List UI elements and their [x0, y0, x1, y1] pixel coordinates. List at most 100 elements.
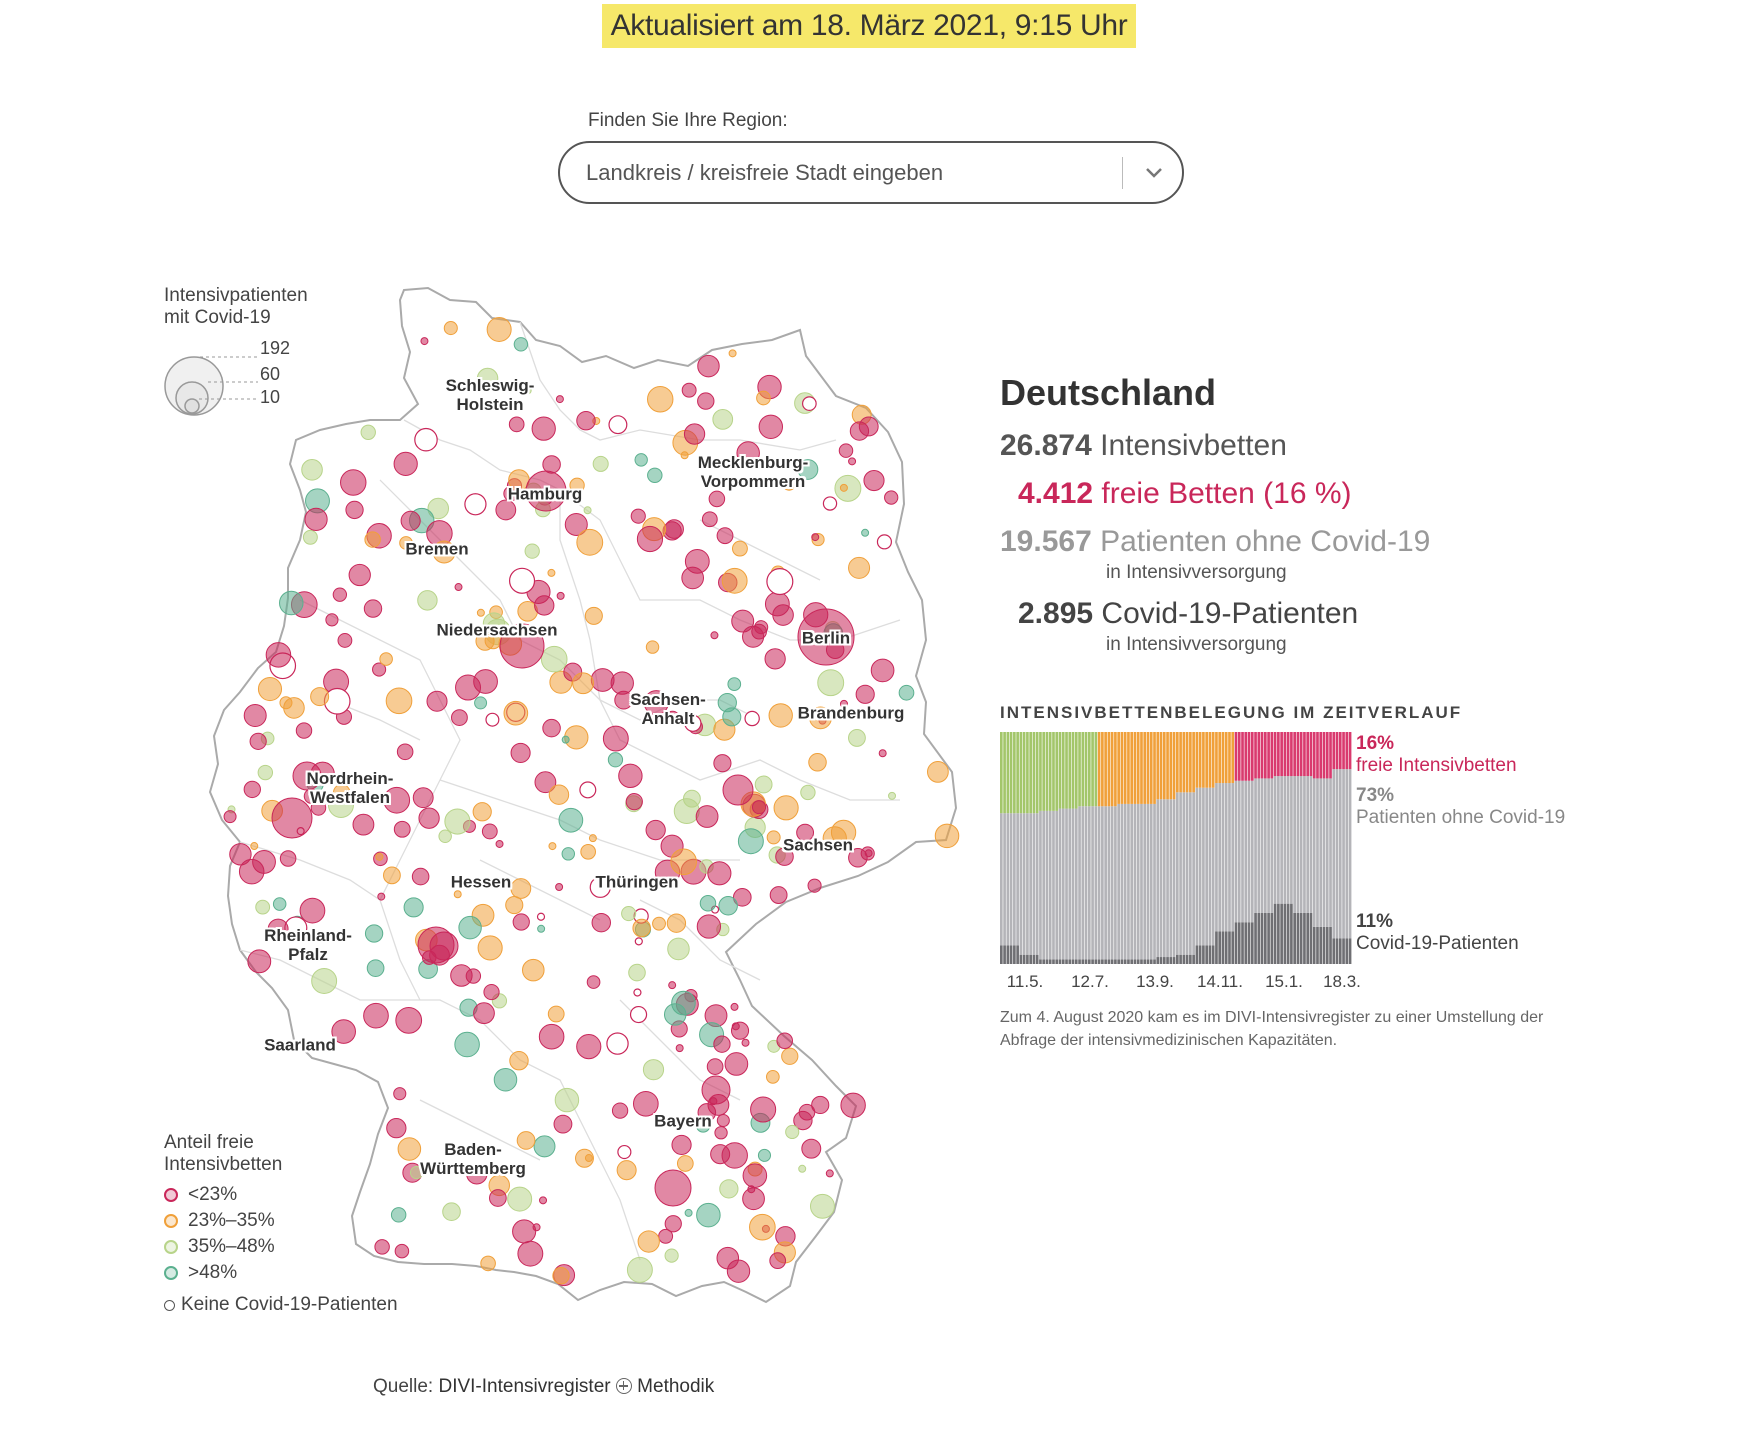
district-bubble[interactable]: [554, 1087, 580, 1113]
district-bubble[interactable]: [621, 905, 637, 922]
district-bubble[interactable]: [634, 937, 643, 946]
district-bubble[interactable]: [634, 453, 648, 467]
district-bubble[interactable]: [606, 1032, 629, 1055]
district-bubble[interactable]: [664, 519, 684, 539]
district-bubble[interactable]: [451, 709, 468, 727]
district-bubble[interactable]: [737, 828, 764, 855]
district-bubble[interactable]: [507, 1186, 533, 1212]
district-bubble[interactable]: [443, 321, 458, 336]
district-bubble[interactable]: [696, 1202, 721, 1228]
district-bubble[interactable]: [483, 983, 500, 1001]
district-bubble[interactable]: [722, 774, 754, 806]
district-bubble[interactable]: [683, 423, 706, 445]
district-bubble[interactable]: [512, 913, 530, 931]
district-bubble[interactable]: [696, 914, 722, 939]
district-bubble[interactable]: [676, 1155, 694, 1172]
district-bubble[interactable]: [556, 591, 565, 600]
district-bubble[interactable]: [348, 563, 371, 587]
district-bubble[interactable]: [629, 1005, 648, 1024]
district-bubble[interactable]: [888, 791, 897, 800]
district-bubble[interactable]: [397, 1137, 422, 1161]
district-bubble[interactable]: [728, 349, 737, 358]
district-bubble[interactable]: [363, 599, 383, 618]
region-search-input[interactable]: [586, 157, 1106, 189]
district-bubble[interactable]: [808, 753, 827, 772]
district-bubble[interactable]: [583, 506, 592, 515]
district-bubble[interactable]: [238, 858, 265, 885]
district-bubble[interactable]: [466, 1163, 488, 1185]
district-bubble[interactable]: [800, 784, 816, 801]
district-bubble[interactable]: [731, 609, 755, 633]
district-bubble[interactable]: [481, 823, 498, 840]
district-bubble[interactable]: [637, 1230, 660, 1253]
district-bubble[interactable]: [713, 754, 732, 773]
district-bubble[interactable]: [499, 623, 545, 669]
district-bubble[interactable]: [645, 640, 660, 654]
district-bubble[interactable]: [517, 1240, 544, 1267]
district-bubble[interactable]: [476, 608, 485, 617]
district-bubble[interactable]: [898, 684, 915, 701]
district-bubble[interactable]: [591, 912, 611, 933]
district-bubble[interactable]: [667, 937, 690, 961]
district-bubble[interactable]: [569, 477, 585, 493]
district-bubble[interactable]: [229, 843, 252, 866]
district-bubble[interactable]: [542, 718, 561, 738]
district-bubble[interactable]: [697, 392, 715, 410]
district-bubble[interactable]: [632, 1090, 659, 1117]
district-bubble[interactable]: [665, 710, 680, 726]
germany-map[interactable]: [0, 0, 1000, 1330]
district-bubble[interactable]: [706, 1058, 724, 1075]
district-bubble[interactable]: [782, 476, 797, 491]
district-bubble[interactable]: [839, 699, 848, 708]
district-bubble[interactable]: [664, 1215, 682, 1233]
district-bubble[interactable]: [503, 700, 529, 726]
district-bubble[interactable]: [712, 409, 734, 430]
district-bubble[interactable]: [775, 847, 794, 866]
district-bubble[interactable]: [390, 1207, 407, 1223]
district-bubble[interactable]: [525, 470, 567, 512]
district-bubble[interactable]: [773, 795, 799, 821]
district-bubble[interactable]: [749, 1213, 776, 1241]
chevron-down-icon[interactable]: [1138, 157, 1170, 189]
district-bubble[interactable]: [695, 805, 719, 828]
district-bubble[interactable]: [547, 1005, 565, 1023]
district-bubble[interactable]: [822, 496, 838, 511]
district-bubble[interactable]: [249, 732, 267, 750]
district-bubble[interactable]: [710, 631, 719, 640]
district-bubble[interactable]: [647, 386, 674, 413]
district-bubble[interactable]: [645, 819, 666, 841]
district-bubble[interactable]: [331, 1019, 356, 1044]
district-bubble[interactable]: [540, 645, 568, 673]
district-bubble[interactable]: [364, 531, 381, 548]
region-search-combobox[interactable]: [558, 141, 1184, 204]
district-bubble[interactable]: [539, 1196, 548, 1205]
district-bubble[interactable]: [592, 455, 609, 472]
district-bubble[interactable]: [658, 1228, 674, 1244]
district-bubble[interactable]: [684, 1208, 693, 1217]
district-bubble[interactable]: [548, 842, 557, 851]
district-bubble[interactable]: [310, 800, 327, 816]
district-bubble[interactable]: [374, 1239, 390, 1255]
district-bubble[interactable]: [858, 416, 879, 437]
district-bubble[interactable]: [345, 500, 364, 520]
district-bubble[interactable]: [754, 620, 769, 635]
district-bubble[interactable]: [536, 912, 546, 921]
district-bubble[interactable]: [394, 1243, 410, 1259]
district-bubble[interactable]: [531, 416, 556, 441]
district-bubble[interactable]: [301, 458, 323, 481]
district-bubble[interactable]: [736, 441, 760, 465]
district-bubble[interactable]: [809, 706, 832, 730]
district-bubble[interactable]: [323, 687, 351, 715]
district-bubble[interactable]: [399, 536, 413, 550]
district-bubble[interactable]: [750, 1096, 777, 1123]
district-bubble[interactable]: [675, 1044, 684, 1053]
district-bubble[interactable]: [684, 714, 702, 732]
district-bubble[interactable]: [838, 443, 854, 458]
district-bubble[interactable]: [769, 1252, 787, 1270]
district-bubble[interactable]: [878, 749, 887, 758]
district-bubble[interactable]: [475, 631, 495, 651]
district-bubble[interactable]: [255, 899, 271, 915]
district-bubble[interactable]: [393, 1087, 407, 1101]
district-bubble[interactable]: [396, 743, 414, 761]
district-bubble[interactable]: [834, 474, 862, 502]
